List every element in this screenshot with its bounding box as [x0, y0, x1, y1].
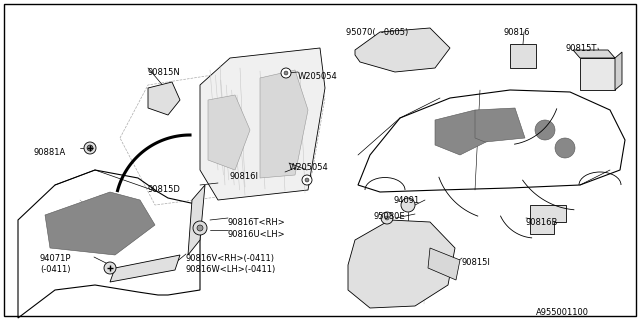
Circle shape [555, 138, 575, 158]
Polygon shape [615, 52, 622, 90]
Text: 94091: 94091 [393, 196, 419, 205]
Polygon shape [510, 44, 536, 68]
Text: W205054: W205054 [298, 72, 338, 81]
Polygon shape [148, 82, 180, 115]
Polygon shape [475, 108, 525, 142]
Text: 95070(  -0605): 95070( -0605) [346, 28, 408, 37]
Polygon shape [435, 110, 490, 155]
Circle shape [385, 216, 389, 220]
Text: 90815D: 90815D [148, 185, 181, 194]
Text: 94071P: 94071P [40, 254, 72, 263]
Circle shape [284, 71, 288, 75]
Text: 90815I: 90815I [462, 258, 491, 267]
Circle shape [401, 198, 415, 212]
Polygon shape [355, 28, 450, 72]
Text: 90816U<LH>: 90816U<LH> [228, 230, 285, 239]
Polygon shape [45, 192, 155, 255]
Circle shape [302, 175, 312, 185]
Circle shape [381, 212, 393, 224]
Text: 90815N: 90815N [148, 68, 180, 77]
Text: W205054: W205054 [289, 163, 329, 172]
Text: 90816V<RH>(-0411): 90816V<RH>(-0411) [186, 254, 275, 263]
Text: 90816T<RH>: 90816T<RH> [228, 218, 285, 227]
Circle shape [281, 68, 291, 78]
Polygon shape [260, 70, 308, 178]
Text: 90881A: 90881A [34, 148, 67, 157]
Polygon shape [200, 48, 325, 200]
Circle shape [535, 120, 555, 140]
Text: 90815T: 90815T [566, 44, 597, 53]
Polygon shape [208, 95, 250, 170]
Circle shape [104, 262, 116, 274]
Polygon shape [530, 205, 566, 234]
Circle shape [193, 221, 207, 235]
Polygon shape [580, 58, 615, 90]
Text: 95080E: 95080E [374, 212, 406, 221]
Text: 90816W<LH>(-0411): 90816W<LH>(-0411) [186, 265, 276, 274]
Text: (-0411): (-0411) [40, 265, 70, 274]
Polygon shape [348, 220, 455, 308]
Text: 90816I: 90816I [230, 172, 259, 181]
Text: A955001100: A955001100 [536, 308, 589, 317]
Polygon shape [428, 248, 460, 280]
Polygon shape [573, 50, 615, 58]
Circle shape [197, 225, 203, 231]
Circle shape [305, 178, 309, 182]
Text: 90816: 90816 [504, 28, 531, 37]
Polygon shape [188, 185, 205, 255]
Text: 90816B: 90816B [526, 218, 558, 227]
Circle shape [87, 145, 93, 151]
Polygon shape [110, 255, 180, 282]
Circle shape [84, 142, 96, 154]
